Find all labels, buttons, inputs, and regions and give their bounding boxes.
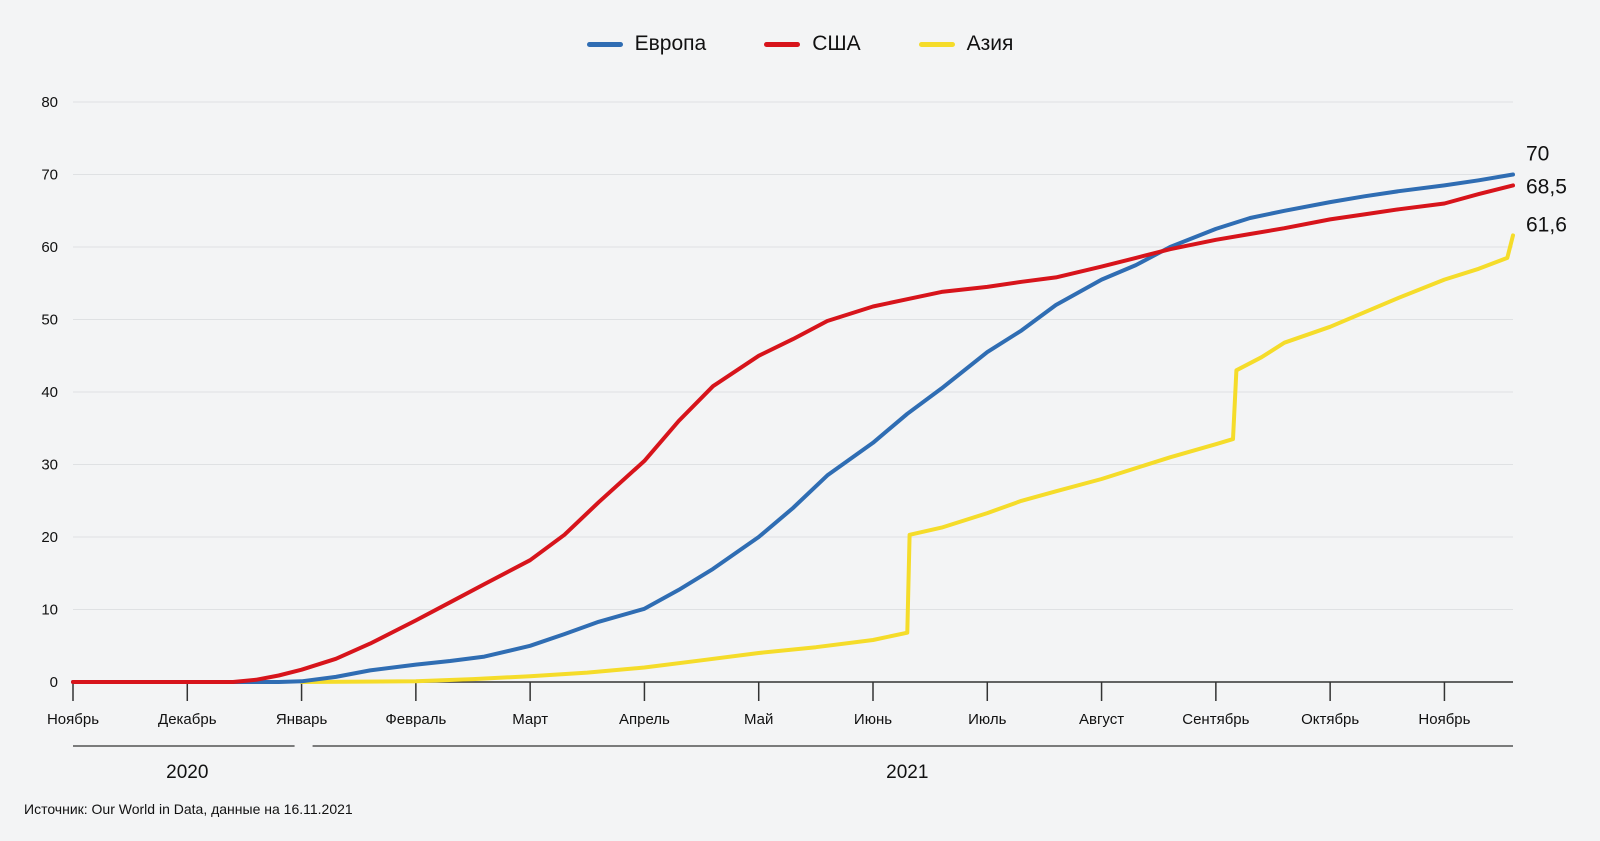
legend-swatch-europe: [586, 41, 623, 47]
series-line-europe: [71, 172, 1515, 684]
y-tick-label-70: 70: [41, 167, 58, 184]
x-tick-label-8: Июль: [968, 711, 1006, 728]
x-tick-label-9: Август: [1079, 711, 1124, 728]
y-tick-label-10: 10: [41, 602, 58, 619]
y-tick-label-60: 60: [41, 239, 58, 256]
y-tick-label-50: 50: [41, 312, 58, 329]
x-tick-label-4: Март: [512, 711, 548, 728]
legend-item-europe: Европа: [586, 32, 707, 56]
y-tick-label-20: 20: [41, 529, 58, 546]
x-tick-label-0: Ноябрь: [47, 711, 99, 728]
legend-label-asia: Азия: [966, 32, 1014, 55]
x-tick-label-6: Май: [744, 711, 773, 728]
y-tick-label-80: 80: [41, 94, 58, 111]
y-tick-label-0: 0: [50, 674, 58, 691]
legend-swatch-usa: [764, 41, 801, 47]
legend-item-asia: Азия: [918, 32, 1014, 56]
legend: Европа США Азия: [0, 32, 1600, 56]
year-label-2021: 2021: [886, 762, 928, 783]
legend-label-usa: США: [812, 32, 861, 55]
x-tick-label-12: Ноябрь: [1418, 711, 1470, 728]
legend-item-usa: США: [764, 32, 861, 56]
x-tick-label-3: Февраль: [385, 711, 446, 728]
legend-swatch-asia: [918, 41, 955, 47]
source-note: Источник: Our World in Data, данные на 1…: [24, 801, 353, 817]
x-tick-label-5: Апрель: [619, 711, 670, 728]
end-label-usa: 68,5: [1526, 175, 1567, 198]
y-tick-label-30: 30: [41, 457, 58, 474]
year-label-2020: 2020: [166, 762, 208, 783]
end-label-europe: 70: [1526, 143, 1549, 166]
end-label-asia: 61,6: [1526, 213, 1567, 236]
x-tick-label-1: Декабрь: [158, 711, 217, 728]
series-line-usa: [71, 183, 1515, 684]
x-tick-label-11: Октябрь: [1301, 711, 1359, 728]
x-tick-label-7: Июнь: [854, 711, 892, 728]
legend-label-europe: Европа: [634, 32, 707, 55]
x-tick-label-2: Январь: [276, 711, 328, 728]
x-tick-label-10: Сентябрь: [1182, 711, 1249, 728]
series-line-asia: [299, 233, 1515, 684]
y-tick-label-40: 40: [41, 384, 58, 401]
